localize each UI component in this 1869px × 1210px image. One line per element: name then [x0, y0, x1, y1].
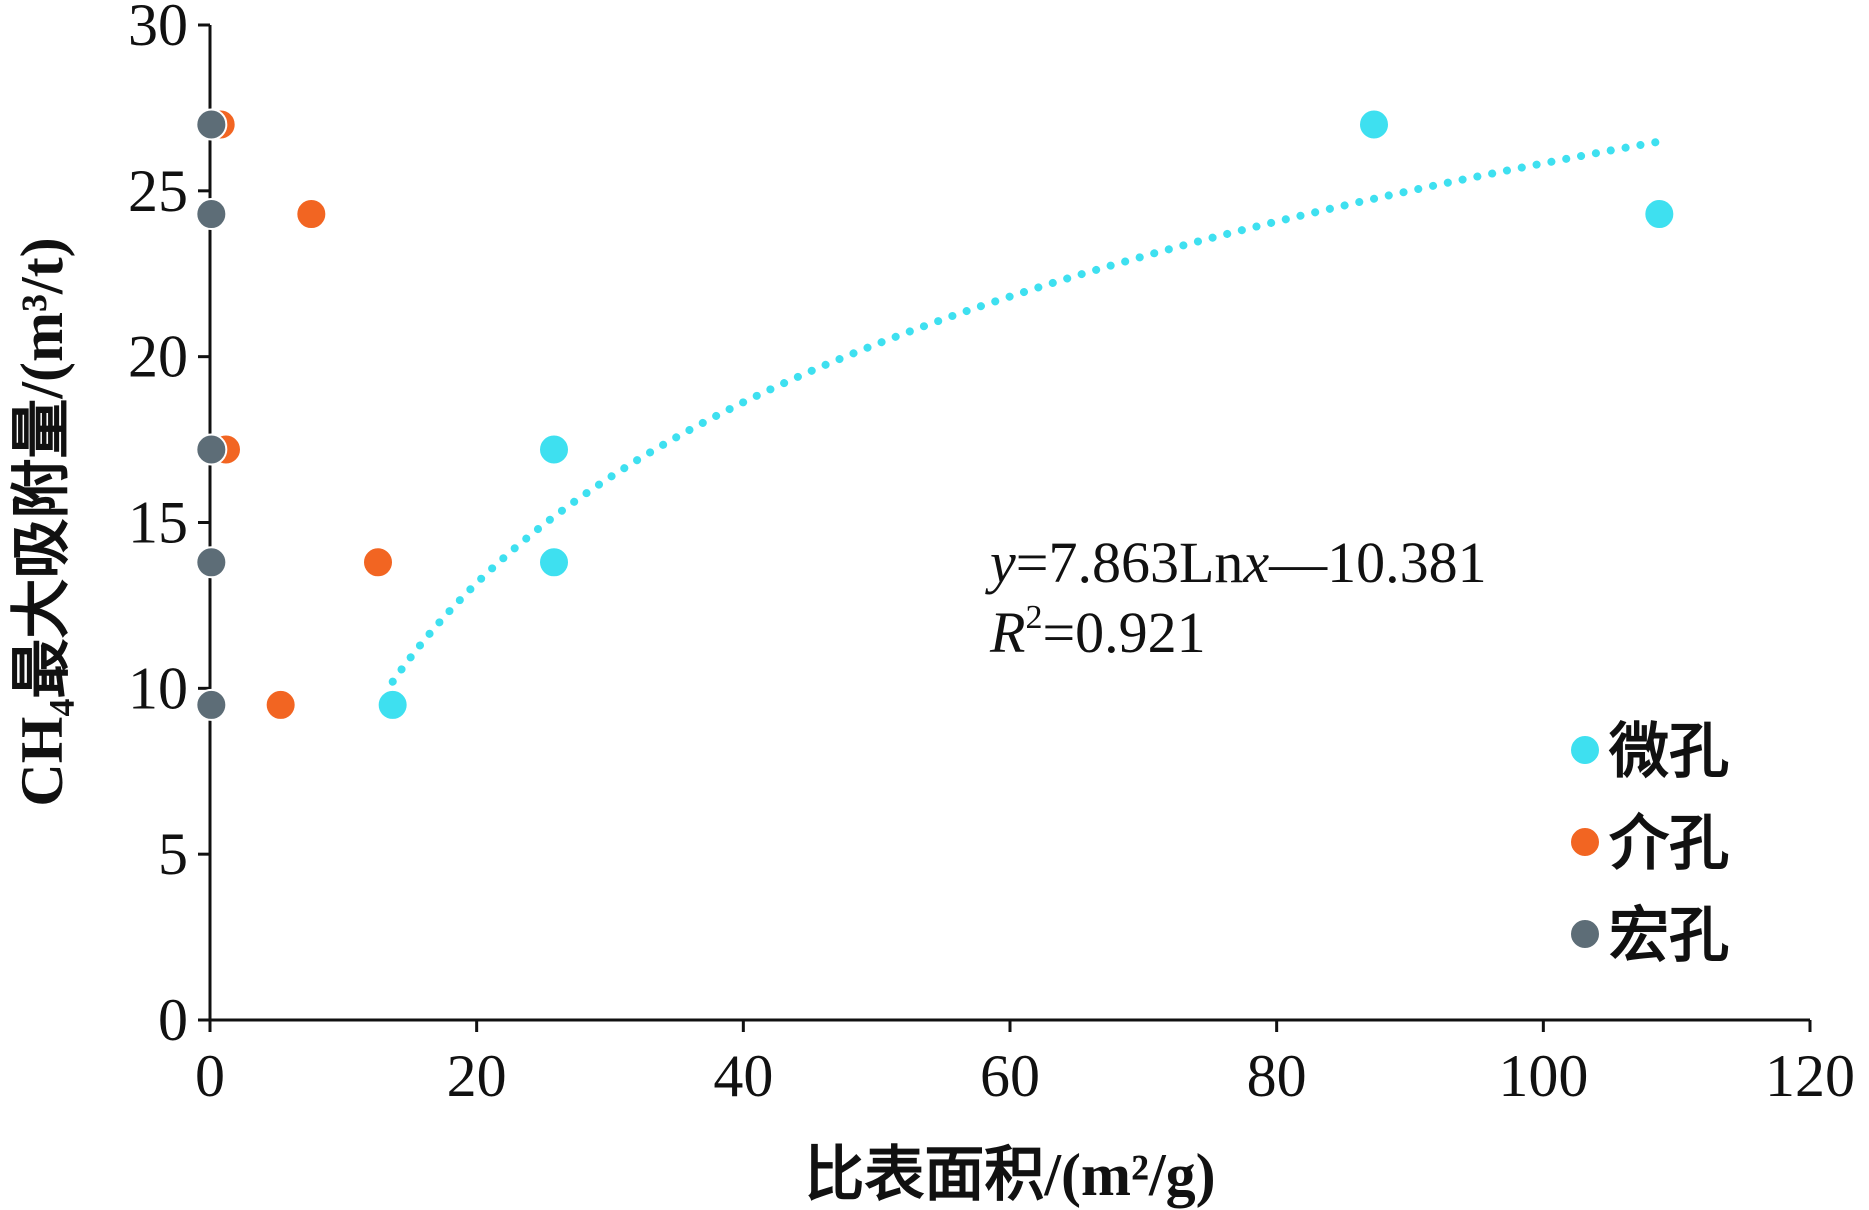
legend-label: 介孔 — [1609, 811, 1729, 877]
legend-label: 微孔 — [1608, 719, 1729, 785]
x-tick-label: 80 — [1247, 1043, 1307, 1109]
x-tick-label: 120 — [1765, 1043, 1855, 1109]
legend-marker — [1569, 734, 1601, 766]
data-point — [1643, 198, 1676, 231]
trend-equation-eq1: =7.863Ln — [1016, 530, 1244, 595]
data-point — [538, 546, 570, 579]
data-point — [538, 433, 570, 466]
y-tick-label: 20 — [128, 324, 188, 390]
trend-equation-x: x — [1242, 530, 1269, 595]
legend-marker — [1569, 826, 1601, 858]
data-point — [1358, 108, 1390, 141]
x-tick-label: 20 — [447, 1043, 507, 1109]
y-ticks: 0 5 10 15 20 25 30 — [128, 0, 210, 1053]
y-tick-label: 30 — [128, 0, 188, 58]
legend-label: 宏孔 — [1609, 903, 1729, 969]
data-point — [362, 546, 394, 579]
data-point — [195, 433, 228, 466]
data-point — [195, 108, 228, 141]
legend-marker — [1569, 918, 1601, 950]
trend-r2-sup: 2 — [1025, 599, 1042, 636]
y-axis-title: CH₄最大吸附量/(m³/t) — [9, 237, 75, 806]
trend-equation-rest: —10.381 — [1268, 530, 1487, 595]
y-tick-label: 5 — [158, 821, 188, 887]
x-tick-label: 100 — [1498, 1043, 1588, 1109]
trend-r2-R: R — [989, 600, 1025, 665]
trend-equation: y=7.863Lnx—10.381 — [985, 530, 1487, 595]
data-point — [195, 198, 228, 231]
data-point — [195, 546, 228, 579]
axes — [208, 25, 1810, 1022]
y-tick-label: 0 — [158, 987, 188, 1053]
x-ticks: 0 20 40 60 80 100 120 — [195, 1020, 1855, 1109]
trendline-layer — [388, 137, 1664, 686]
data-point — [195, 688, 228, 721]
trendline — [388, 137, 1664, 686]
x-tick-label: 60 — [980, 1043, 1040, 1109]
data-point — [295, 198, 328, 231]
data-point — [264, 688, 297, 721]
x-tick-label: 0 — [195, 1043, 225, 1109]
y-tick-label: 15 — [128, 490, 188, 556]
points-layer — [195, 108, 1676, 721]
trend-r2: R2=0.921 — [989, 599, 1206, 665]
x-axis-title: 比表面积/(m²/g) — [804, 1142, 1215, 1208]
trend-equation-y: y — [985, 530, 1016, 595]
data-point — [376, 688, 409, 721]
y-tick-label: 25 — [128, 158, 188, 224]
trend-r2-value: =0.921 — [1042, 600, 1205, 665]
x-tick-label: 40 — [713, 1043, 773, 1109]
y-tick-label: 10 — [128, 655, 188, 721]
